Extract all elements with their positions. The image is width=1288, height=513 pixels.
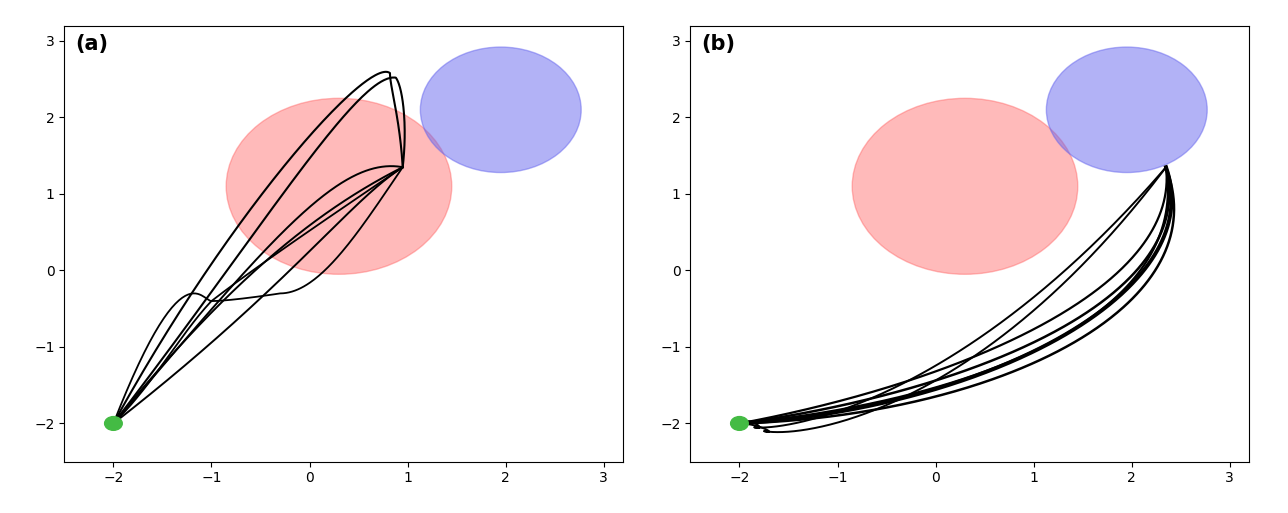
Circle shape xyxy=(853,98,1078,274)
Text: (a): (a) xyxy=(76,34,108,54)
Circle shape xyxy=(104,417,122,430)
Circle shape xyxy=(227,98,452,274)
Circle shape xyxy=(420,47,581,172)
Text: (b): (b) xyxy=(702,34,735,54)
Circle shape xyxy=(730,417,748,430)
Circle shape xyxy=(1046,47,1207,172)
